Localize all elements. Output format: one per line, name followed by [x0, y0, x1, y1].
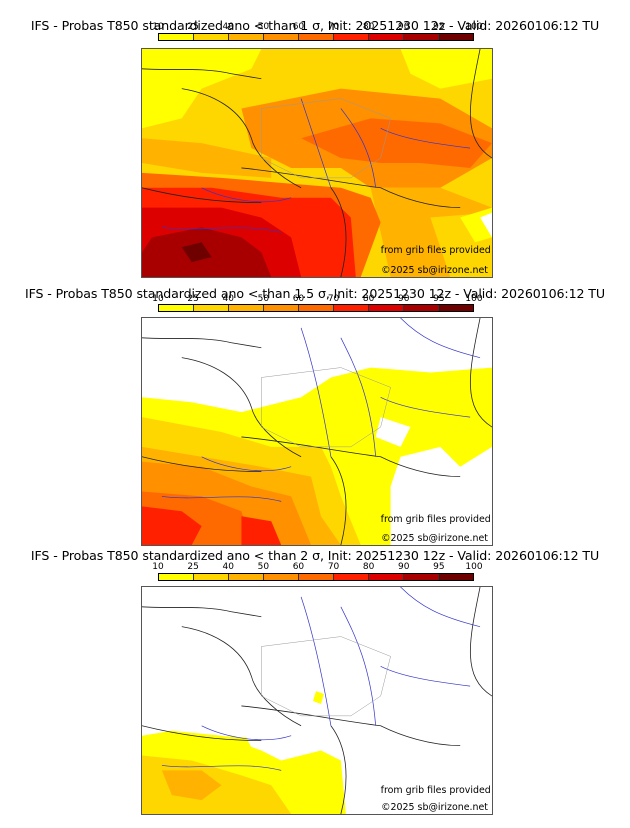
river-lines — [161, 318, 481, 502]
colorbar-tick-label: 60 — [292, 294, 305, 304]
colorbar-segment — [264, 305, 299, 311]
colorbar-segment — [439, 34, 473, 40]
panel-title: IFS - Probas T850 standardized ano < tha… — [30, 548, 600, 563]
colorbar-tick-label: 60 — [292, 22, 305, 32]
colorbar-segment — [159, 34, 194, 40]
colorbar-tick-label: 25 — [187, 294, 199, 304]
colorbar-segment — [369, 305, 404, 311]
colorbar-tick-label: 70 — [327, 562, 340, 572]
colorbar-tick-label: 90 — [398, 22, 410, 32]
colorbar — [158, 573, 474, 581]
colorbar-tick-label: 25 — [187, 562, 199, 572]
colorbar-segment — [439, 305, 473, 311]
prob-field-10-25 — [313, 691, 324, 704]
probability-map: from grib files provided by ECMWF ©2025 … — [141, 48, 493, 278]
prob-field-40-50 — [161, 770, 222, 801]
colorbar-tick-labels: 10 25 40 50 60 70 80 90 95 100 — [152, 22, 482, 32]
colorbar-segment — [159, 574, 194, 580]
panel-title: IFS - Probas T850 standardized ano < tha… — [30, 18, 600, 33]
credit-source: from grib files provided by ECMWF — [381, 245, 492, 256]
colorbar-segment — [439, 574, 473, 580]
colorbar-tick-label: 40 — [222, 294, 234, 304]
prob-field-none — [375, 417, 411, 447]
map-canvas: from grib files provided by ECMWF ©2025 … — [142, 587, 492, 814]
colorbar-tick-label: 80 — [362, 294, 375, 304]
colorbar-tick-label: 90 — [398, 562, 410, 572]
river-lines — [161, 98, 471, 233]
colorbar-tick-label: 80 — [362, 562, 375, 572]
river-lines — [161, 587, 481, 771]
prob-field-none — [480, 212, 492, 238]
colorbar-segment — [404, 574, 439, 580]
colorbar-segment — [299, 574, 334, 580]
colorbar-tick-label: 40 — [222, 22, 234, 32]
colorbar-segment — [369, 34, 404, 40]
colorbar-segment — [229, 305, 264, 311]
prob-field-10-25 — [400, 49, 492, 89]
admin-borders — [261, 636, 391, 717]
prob-field-70-80 — [241, 516, 282, 545]
colorbar-segment — [194, 305, 229, 311]
map-canvas: from grib files provided by ECMWF ©2025 … — [142, 318, 492, 545]
admin-borders — [261, 367, 391, 448]
colorbar-segment — [264, 574, 299, 580]
colorbar-segment — [369, 574, 404, 580]
prob-field-40-50 — [142, 138, 272, 178]
colorbar-segment — [334, 34, 369, 40]
colorbar-tick-label: 25 — [187, 22, 199, 32]
colorbar-tick-label: 10 — [152, 294, 164, 304]
prob-field-95-100 — [181, 242, 212, 263]
colorbar-segment — [334, 574, 369, 580]
prob-field-70-80 — [142, 506, 202, 545]
colorbar-tick-label: 80 — [362, 22, 375, 32]
panel-1-5-sigma: IFS - Probas T850 standardized ano < tha… — [24, 286, 606, 546]
colorbar-segment — [299, 34, 334, 40]
colorbar-segment — [404, 34, 439, 40]
probability-map: from grib files provided by ECMWF ©2025 … — [141, 317, 493, 546]
colorbar-tick-label: 60 — [292, 562, 305, 572]
colorbar-segment — [404, 305, 439, 311]
colorbar-segment — [264, 34, 299, 40]
colorbar-segment — [229, 574, 264, 580]
prob-field-10-25 — [142, 49, 262, 129]
colorbar-tick-label: 50 — [257, 294, 270, 304]
colorbar-segment — [159, 305, 194, 311]
colorbar-segment — [334, 305, 369, 311]
credit-copyright: ©2025 sb@irizone.net — [381, 265, 488, 276]
admin-borders — [261, 98, 391, 179]
colorbar — [158, 304, 474, 312]
colorbar-segment — [194, 574, 229, 580]
colorbar-tick-label: 70 — [327, 294, 340, 304]
colorbar — [158, 33, 474, 41]
credit-source: from grib files provided by ECMWF — [381, 785, 492, 796]
colorbar-tick-label: 50 — [257, 22, 270, 32]
panel-title: IFS - Probas T850 standardized ano < tha… — [24, 286, 606, 301]
colorbar-tick-labels: 10 25 40 50 60 70 80 90 95 100 — [152, 562, 482, 572]
colorbar-tick-label: 95 — [433, 22, 445, 32]
prob-field-60-70 — [301, 118, 492, 168]
colorbar-tick-label: 95 — [433, 294, 445, 304]
colorbar-tick-label: 40 — [222, 562, 234, 572]
credit-source: from grib files provided by ECMWF — [381, 514, 492, 525]
colorbar-tick-label: 100 — [465, 562, 483, 572]
colorbar-tick-label: 10 — [152, 562, 164, 572]
colorbar-tick-label: 100 — [465, 22, 483, 32]
colorbar-segment — [299, 305, 334, 311]
credit-copyright: ©2025 sb@irizone.net — [381, 533, 488, 544]
panel-1-sigma: IFS - Probas T850 standardized ano < tha… — [0, 0, 630, 280]
colorbar-tick-label: 100 — [465, 294, 483, 304]
colorbar-tick-labels: 10 25 40 50 60 70 80 90 95 100 — [152, 294, 482, 304]
colorbar-tick-label: 10 — [152, 22, 164, 32]
probability-map: from grib files provided by ECMWF ©2025 … — [141, 586, 493, 815]
colorbar-tick-label: 95 — [433, 562, 445, 572]
credit-copyright: ©2025 sb@irizone.net — [381, 802, 488, 813]
colorbar-tick-label: 70 — [327, 22, 340, 32]
map-canvas: from grib files provided by ECMWF ©2025 … — [142, 49, 492, 277]
colorbar-tick-label: 90 — [398, 294, 410, 304]
colorbar-segment — [229, 34, 264, 40]
colorbar-segment — [194, 34, 229, 40]
colorbar-tick-label: 50 — [257, 562, 270, 572]
prob-field-10-25 — [216, 735, 252, 748]
